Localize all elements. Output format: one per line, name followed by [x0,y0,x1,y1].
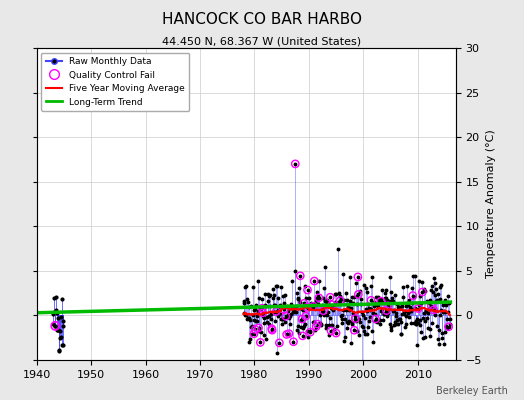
Point [251,326,259,333]
Point [275,340,283,346]
Point [383,308,391,314]
Point [319,308,328,314]
Point [282,331,291,338]
Point [289,338,298,345]
Text: Berkeley Earth: Berkeley Earth [436,386,508,396]
Point [298,316,306,322]
Text: 44.450 N, 68.367 W (United States): 44.450 N, 68.367 W (United States) [162,36,362,46]
Point [372,316,380,322]
Point [354,291,363,298]
Point [268,327,276,333]
Point [336,297,344,304]
Point [303,304,311,310]
Point [350,327,358,334]
Point [272,308,280,315]
Point [444,324,453,330]
Point [414,305,422,312]
Point [430,307,438,313]
Point [256,339,265,346]
Text: HANCOCK CO BAR HARBO: HANCOCK CO BAR HARBO [162,12,362,27]
Point [328,302,336,308]
Point [254,325,263,331]
Point [250,331,258,337]
Point [51,323,59,329]
Point [309,303,318,310]
Point [301,313,310,319]
Point [280,306,289,313]
Point [306,329,314,335]
Point [327,328,335,334]
Point [303,287,312,293]
Point [312,324,320,330]
Point [315,294,323,301]
Point [427,302,435,309]
Point [313,321,322,327]
Point [332,330,340,336]
Point [291,161,300,167]
Point [409,292,417,299]
Point [298,333,307,339]
Point [384,302,392,309]
Point [377,298,385,304]
Point [310,278,319,284]
Point [351,315,359,322]
Point [258,305,266,312]
Point [354,274,362,280]
Point [300,300,308,306]
Point [285,330,293,337]
Point [418,289,427,295]
Point [267,326,276,332]
Legend: Raw Monthly Data, Quality Control Fail, Five Year Moving Average, Long-Term Tren: Raw Monthly Data, Quality Control Fail, … [41,52,190,111]
Point [296,273,304,279]
Point [367,297,375,304]
Y-axis label: Temperature Anomaly (°C): Temperature Anomaly (°C) [486,130,496,278]
Point [326,294,334,300]
Point [258,310,267,316]
Point [281,313,290,320]
